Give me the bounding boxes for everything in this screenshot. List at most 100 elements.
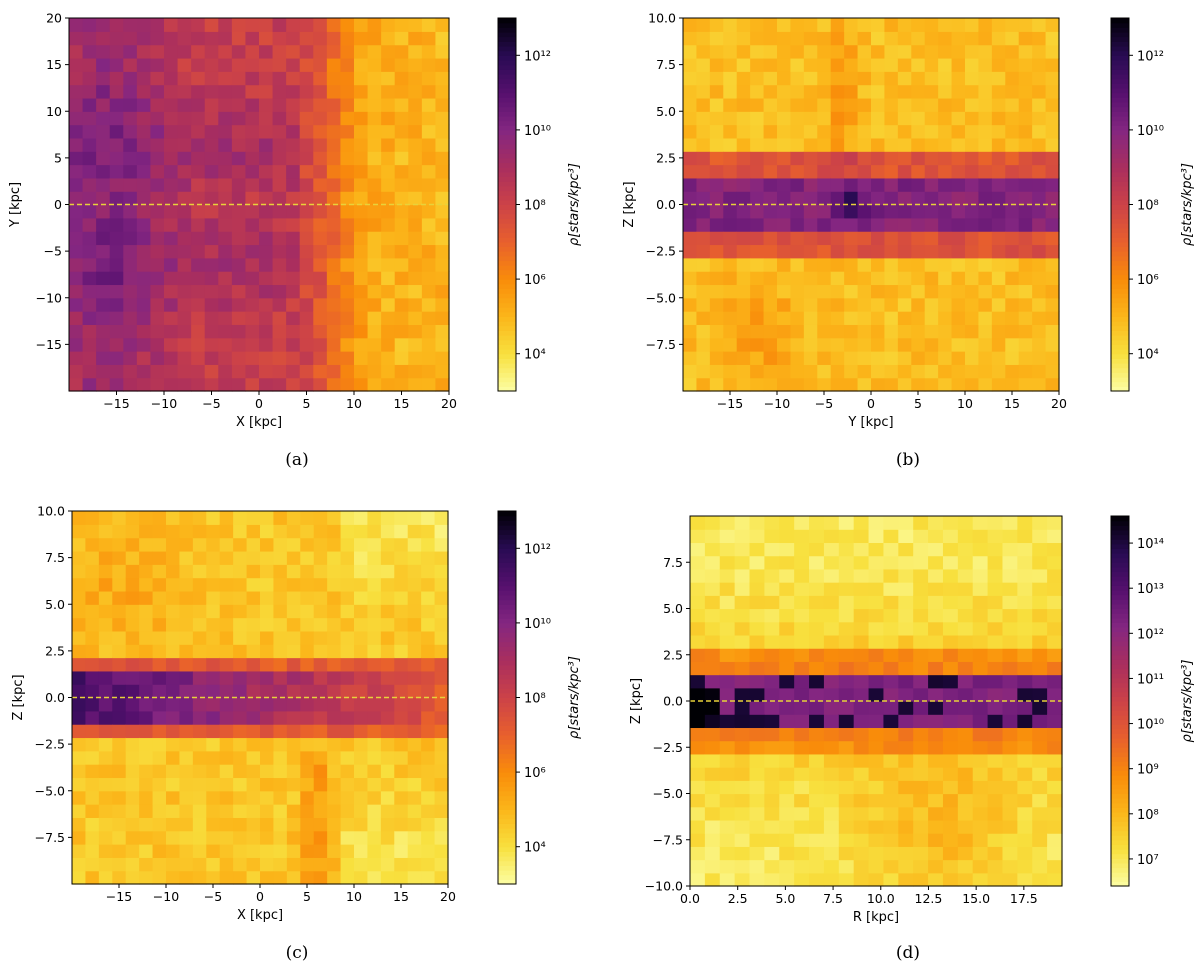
- heatmap-cell: [434, 550, 449, 565]
- heatmap-cell: [704, 568, 721, 583]
- heatmap-cells: [683, 18, 1060, 392]
- heatmap-cell: [928, 872, 944, 887]
- heatmap-cell: [763, 231, 778, 246]
- colorbar-segment: [498, 283, 516, 290]
- colorbar-segment: [1111, 153, 1129, 159]
- colorbar-segment: [1111, 55, 1129, 61]
- heatmap-cell: [763, 57, 778, 72]
- heatmap-cell: [123, 124, 138, 139]
- heatmap-cell: [809, 648, 825, 662]
- colorbar-segment: [498, 339, 516, 345]
- colorbar-segment: [498, 650, 516, 657]
- heatmap-cell: [192, 564, 207, 579]
- x-tick-label: −5: [204, 889, 222, 904]
- heatmap-cell: [1045, 271, 1060, 286]
- colorbar-segment: [498, 106, 516, 112]
- heatmap-cell: [857, 191, 872, 206]
- heatmap-cell: [1032, 97, 1047, 112]
- heatmap-cell: [206, 537, 221, 552]
- heatmap-cell: [179, 684, 194, 699]
- heatmap-cell: [942, 582, 959, 596]
- colorbar-segment: [1111, 111, 1129, 117]
- heatmap-cell: [233, 511, 248, 525]
- heatmap-cell: [381, 204, 396, 219]
- colorbar-segment: [1111, 279, 1129, 285]
- y-tick-label: −5.0: [646, 290, 676, 305]
- heatmap-cell: [340, 710, 355, 725]
- x-tick-label: 15: [394, 396, 410, 411]
- heatmap-cell: [683, 177, 698, 192]
- heatmap-cell: [233, 790, 248, 805]
- heatmap-cell: [736, 297, 751, 312]
- heatmap-cell: [166, 764, 181, 779]
- heatmap-cell: [96, 164, 111, 179]
- colorbar-segment: [498, 45, 516, 52]
- heatmap-cell: [817, 44, 832, 59]
- heatmap-cell: [957, 608, 974, 623]
- heatmap-cell: [1017, 674, 1033, 689]
- heatmap-cell: [260, 537, 275, 552]
- heatmap-cell: [394, 84, 409, 99]
- heatmap-cell: [380, 844, 395, 858]
- heatmap-cell: [1045, 177, 1060, 192]
- colorbar-segment: [1111, 148, 1129, 154]
- heatmap-cell: [112, 630, 127, 645]
- heatmap-cell: [719, 542, 736, 557]
- heatmap-cell: [750, 84, 765, 99]
- heatmap-cell: [434, 737, 449, 752]
- heatmap-cell: [218, 377, 233, 392]
- heatmap-cell: [884, 137, 899, 152]
- colorbar-segment: [1111, 176, 1129, 182]
- heatmap-cell: [884, 364, 899, 379]
- heatmap-cell: [817, 244, 832, 259]
- colorbar-segment: [498, 293, 516, 299]
- heatmap-cell: [164, 311, 179, 325]
- heatmap-cell: [844, 284, 859, 299]
- heatmap-cell: [408, 124, 423, 139]
- heatmap-cell: [326, 44, 342, 59]
- heatmap-cell: [1047, 833, 1063, 847]
- heatmap-cell: [109, 164, 124, 179]
- heatmap-cell: [957, 568, 974, 583]
- heatmap-cell: [911, 124, 926, 139]
- heatmap-cell: [192, 670, 207, 685]
- heatmap-cell: [367, 817, 382, 832]
- heatmap-cell: [177, 284, 192, 299]
- heatmap-cell: [85, 750, 100, 765]
- heatmap-cell: [734, 542, 751, 557]
- heatmap-cell: [965, 231, 980, 246]
- heatmap-cell: [408, 84, 423, 99]
- heatmap-cell: [871, 97, 886, 112]
- colorbar-segment: [1111, 765, 1129, 771]
- heatmap-cell: [326, 57, 342, 72]
- heatmap-cell: [85, 564, 100, 579]
- heatmap-cell: [957, 648, 974, 662]
- colorbar-segment: [498, 725, 516, 731]
- heatmap-cell: [987, 727, 1004, 742]
- heatmap-cell: [407, 804, 422, 818]
- heatmap-cell: [911, 337, 926, 352]
- heatmap-cell: [82, 351, 97, 365]
- heatmap-cell: [394, 231, 409, 246]
- heatmap-cell: [326, 137, 342, 152]
- heatmap-cell: [259, 97, 274, 112]
- heatmap-cell: [299, 284, 314, 299]
- heatmap-cell: [830, 284, 845, 299]
- heatmap-cell: [434, 657, 449, 672]
- heatmap-cell: [421, 231, 437, 246]
- panel-caption: (d): [896, 943, 920, 963]
- heatmap-cell: [809, 767, 825, 781]
- heatmap-cell: [125, 804, 140, 818]
- colorbar-segment: [1111, 307, 1129, 313]
- heatmap-cell: [394, 804, 409, 818]
- heatmap-cell: [987, 701, 1004, 715]
- heatmap-cell: [367, 644, 382, 659]
- heatmap-cell: [421, 844, 436, 858]
- heatmap-cell: [286, 351, 301, 365]
- heatmap-cell: [1047, 595, 1063, 610]
- heatmap-cell: [313, 511, 328, 525]
- heatmap-cell: [177, 57, 192, 72]
- heatmap-cell: [763, 337, 778, 352]
- heatmap-cell: [191, 137, 206, 152]
